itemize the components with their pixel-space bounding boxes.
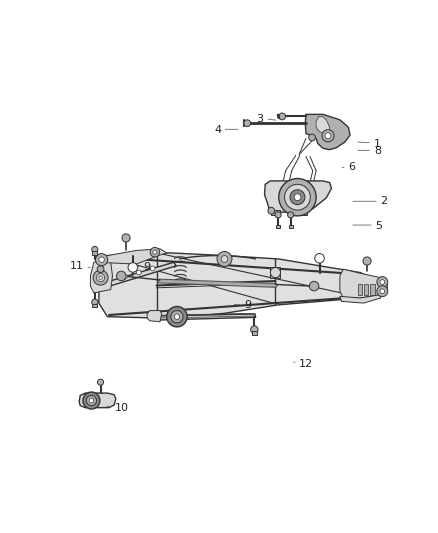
Text: 1: 1 xyxy=(374,139,381,149)
Circle shape xyxy=(377,286,388,297)
Text: 2: 2 xyxy=(381,196,388,206)
Polygon shape xyxy=(340,295,381,303)
Circle shape xyxy=(251,326,258,333)
Circle shape xyxy=(117,271,126,281)
Polygon shape xyxy=(104,262,176,287)
Circle shape xyxy=(279,179,316,216)
Circle shape xyxy=(309,281,319,291)
Polygon shape xyxy=(90,259,113,293)
Text: 9: 9 xyxy=(143,262,150,272)
Bar xyxy=(92,304,97,307)
Circle shape xyxy=(322,130,334,142)
Circle shape xyxy=(167,306,187,327)
Circle shape xyxy=(92,246,98,253)
Text: 12: 12 xyxy=(299,359,313,368)
Circle shape xyxy=(275,212,281,218)
Circle shape xyxy=(244,120,251,127)
Circle shape xyxy=(380,280,385,285)
Text: 8: 8 xyxy=(374,146,381,156)
Circle shape xyxy=(128,263,138,272)
Bar xyxy=(289,225,293,229)
Circle shape xyxy=(92,299,98,305)
Bar xyxy=(358,285,362,295)
Circle shape xyxy=(98,379,104,385)
Polygon shape xyxy=(79,393,116,408)
Polygon shape xyxy=(147,311,162,322)
Circle shape xyxy=(268,207,275,214)
Circle shape xyxy=(93,270,108,285)
Bar xyxy=(92,251,97,255)
Circle shape xyxy=(363,257,371,265)
Text: 4: 4 xyxy=(214,125,221,135)
Bar xyxy=(371,285,374,295)
Bar xyxy=(298,209,307,215)
Circle shape xyxy=(315,254,324,263)
Circle shape xyxy=(83,392,100,409)
Polygon shape xyxy=(155,314,256,320)
Text: 3: 3 xyxy=(257,114,264,124)
Polygon shape xyxy=(340,269,387,298)
Polygon shape xyxy=(99,249,167,264)
Circle shape xyxy=(99,257,104,262)
Circle shape xyxy=(380,289,385,294)
Circle shape xyxy=(217,252,232,266)
Text: 9: 9 xyxy=(244,300,251,310)
Polygon shape xyxy=(305,115,350,150)
Circle shape xyxy=(136,270,141,275)
Circle shape xyxy=(96,273,105,282)
Circle shape xyxy=(270,268,280,278)
Circle shape xyxy=(294,194,301,200)
Circle shape xyxy=(99,276,102,279)
Bar xyxy=(364,285,368,295)
Circle shape xyxy=(285,184,311,210)
Circle shape xyxy=(150,266,155,271)
Text: 5: 5 xyxy=(375,221,382,231)
Bar xyxy=(270,266,280,279)
Bar xyxy=(252,332,257,335)
Circle shape xyxy=(290,190,305,205)
Polygon shape xyxy=(316,116,330,133)
Circle shape xyxy=(174,314,180,319)
Polygon shape xyxy=(265,181,332,212)
Circle shape xyxy=(150,247,159,257)
Text: 11: 11 xyxy=(70,261,84,271)
Circle shape xyxy=(279,113,286,120)
Polygon shape xyxy=(99,253,381,318)
Bar xyxy=(276,225,280,229)
Circle shape xyxy=(122,234,130,242)
Circle shape xyxy=(89,398,94,403)
Circle shape xyxy=(123,274,127,279)
Circle shape xyxy=(86,395,96,406)
Text: 10: 10 xyxy=(115,403,129,413)
Circle shape xyxy=(309,134,315,141)
Bar xyxy=(271,209,279,215)
Circle shape xyxy=(377,277,388,287)
Circle shape xyxy=(171,311,183,323)
Circle shape xyxy=(97,266,104,272)
Circle shape xyxy=(153,250,157,254)
Circle shape xyxy=(288,212,294,218)
Circle shape xyxy=(325,133,331,139)
Circle shape xyxy=(95,254,108,266)
Text: 6: 6 xyxy=(348,163,355,172)
Circle shape xyxy=(221,256,228,262)
